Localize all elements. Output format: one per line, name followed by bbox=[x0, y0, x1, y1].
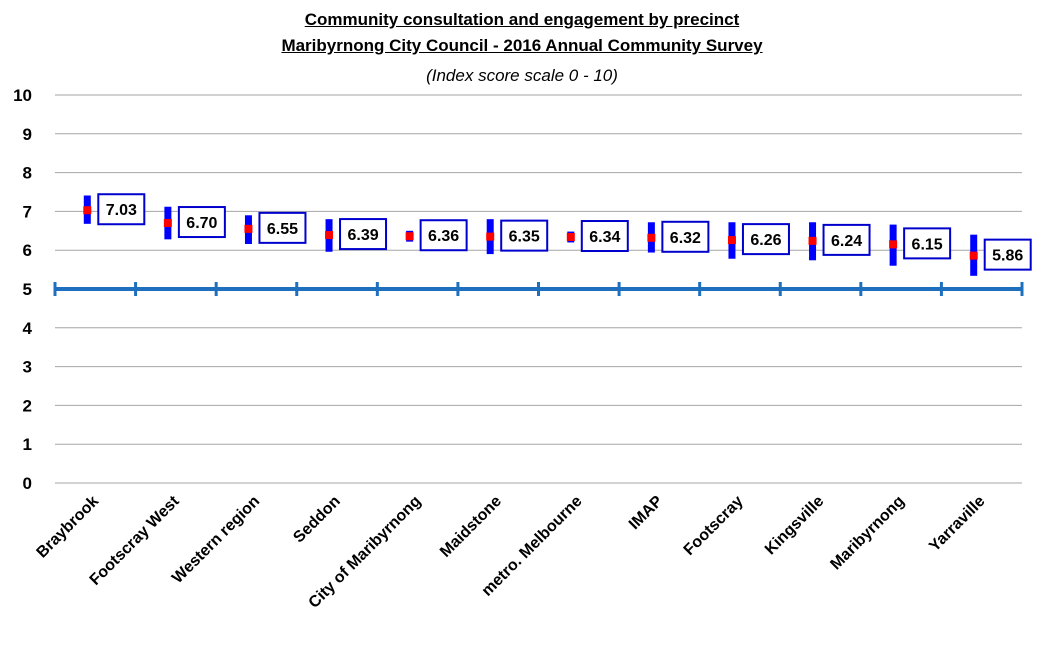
data-label-box bbox=[741, 223, 790, 256]
y-tick-label: 1 bbox=[23, 435, 32, 454]
x-tick-label: Western region bbox=[169, 493, 263, 587]
x-tick-label: Footscray bbox=[681, 493, 747, 559]
data-label: 7.03 bbox=[106, 202, 137, 219]
data-label-box bbox=[500, 219, 549, 252]
y-tick-label: 10 bbox=[13, 86, 32, 105]
data-point bbox=[244, 224, 253, 233]
x-tick-label: IMAP bbox=[626, 493, 667, 534]
data-label-box bbox=[258, 211, 307, 244]
y-tick-label: 7 bbox=[23, 202, 32, 221]
y-tick-label: 2 bbox=[23, 396, 32, 415]
data-label: 6.32 bbox=[670, 230, 701, 247]
data-label: 6.35 bbox=[509, 229, 540, 246]
data-point bbox=[325, 231, 334, 240]
data-point bbox=[566, 233, 575, 242]
chart-title-line2: Maribyrnong City Council - 2016 Annual C… bbox=[281, 36, 763, 55]
data-point bbox=[486, 232, 495, 241]
data-label-box bbox=[983, 238, 1032, 271]
data-label-box bbox=[822, 223, 871, 256]
data-label-box bbox=[580, 220, 629, 253]
y-tick-label: 4 bbox=[23, 319, 33, 338]
x-tick-label: Seddon bbox=[290, 493, 344, 547]
data-label: 6.34 bbox=[589, 229, 620, 246]
y-tick-label: 5 bbox=[23, 280, 32, 299]
data-point bbox=[808, 236, 817, 245]
x-tick-label: Yarraville bbox=[926, 493, 988, 555]
y-tick-label: 3 bbox=[23, 358, 32, 377]
data-label: 6.26 bbox=[750, 232, 781, 249]
data-label-box bbox=[339, 218, 388, 251]
chart-subtitle: (Index score scale 0 - 10) bbox=[426, 66, 618, 85]
data-label: 6.55 bbox=[267, 221, 298, 238]
chart-title: Community consultation and engagement by… bbox=[304, 10, 740, 29]
y-tick-label: 8 bbox=[23, 164, 32, 183]
x-tick-label: Maribyrnong bbox=[827, 493, 908, 574]
data-label-box bbox=[419, 219, 468, 252]
data-point bbox=[405, 232, 414, 241]
data-point bbox=[163, 219, 172, 228]
y-tick-label: 6 bbox=[23, 241, 32, 260]
data-label: 6.39 bbox=[347, 227, 378, 244]
x-tick-label: Braybrook bbox=[34, 493, 103, 562]
data-label: 5.86 bbox=[992, 248, 1023, 265]
y-tick-label: 0 bbox=[23, 474, 32, 493]
data-point bbox=[727, 236, 736, 245]
data-point bbox=[969, 251, 978, 260]
data-label: 6.15 bbox=[912, 236, 943, 253]
data-label-box bbox=[661, 220, 710, 253]
x-tick-label: Kingsville bbox=[762, 493, 828, 559]
data-point bbox=[647, 233, 656, 242]
data-point bbox=[83, 206, 92, 215]
data-label-box bbox=[903, 227, 952, 260]
data-label: 6.70 bbox=[186, 215, 217, 232]
data-label: 6.36 bbox=[428, 228, 459, 245]
data-label: 6.24 bbox=[831, 233, 862, 250]
data-point bbox=[889, 240, 898, 249]
data-label-box bbox=[97, 193, 146, 226]
data-label-box bbox=[177, 206, 226, 239]
y-tick-label: 9 bbox=[23, 125, 32, 144]
x-tick-label: Maidstone bbox=[437, 493, 505, 561]
